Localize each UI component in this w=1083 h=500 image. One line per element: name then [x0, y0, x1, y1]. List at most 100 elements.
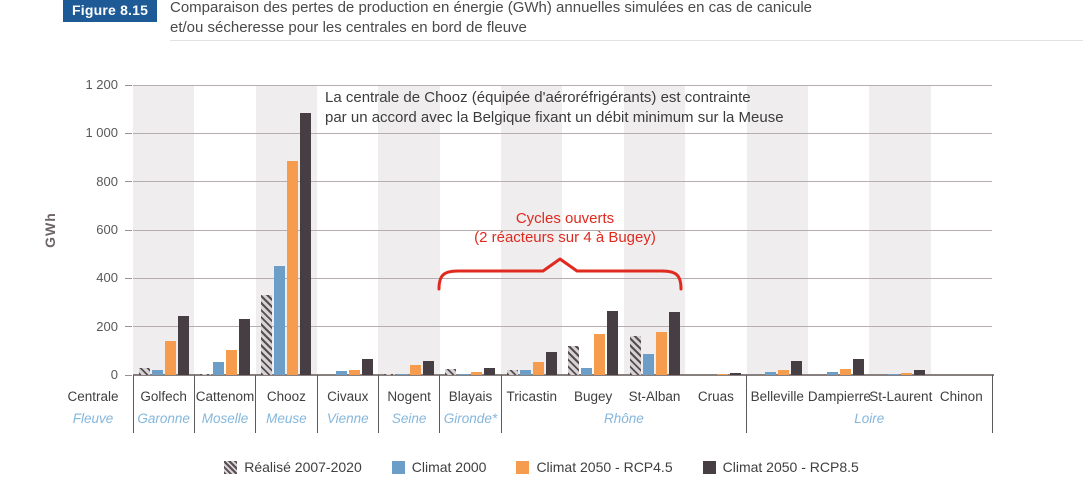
- river-label: Meuse: [266, 411, 307, 426]
- y-tick-label: 1 000: [85, 125, 118, 141]
- bar: [200, 373, 212, 375]
- legend-swatch-icon: [391, 460, 405, 474]
- annotation-chooz-line1: La centrale de Chooz (équipée d'aéroréfr…: [325, 89, 751, 106]
- legend-item: Climat 2050 - RCP8.5: [702, 459, 859, 475]
- y-tick-mark: [125, 277, 132, 279]
- river-group-label: Rhône: [603, 411, 644, 426]
- bar: [668, 311, 680, 375]
- bar: [484, 368, 496, 375]
- grid-line: [133, 326, 992, 328]
- plant-label: Golfech: [140, 389, 187, 404]
- river-label: Seine: [391, 411, 427, 426]
- y-tick-label: 400: [96, 270, 118, 286]
- bar: [348, 370, 360, 375]
- grid-line: [133, 229, 992, 231]
- bar: [655, 331, 667, 375]
- bar: [642, 354, 654, 375]
- legend-swatch-icon: [702, 460, 716, 474]
- title-divider: [170, 40, 1083, 41]
- annotation-cycles-line1: Cycles ouverts: [515, 210, 615, 227]
- river-label: Vienne: [326, 411, 369, 426]
- bar: [581, 368, 593, 375]
- bar: [226, 349, 238, 375]
- y-tick-label: 1 200: [85, 77, 118, 92]
- bar: [607, 310, 619, 375]
- annotation-chooz-line2: par un accord avec la Belgique fixant un…: [325, 109, 784, 126]
- bar: [213, 361, 225, 375]
- y-tick-mark: [125, 181, 132, 183]
- bar: [519, 370, 531, 375]
- y-tick-mark: [125, 132, 132, 134]
- river-label: Gironde*: [443, 411, 498, 426]
- column-separator: [439, 375, 441, 433]
- y-tick-mark: [125, 374, 132, 376]
- plant-label: St-Alban: [628, 389, 681, 404]
- plant-label: Cruas: [697, 389, 734, 404]
- chart-legend: Réalisé 2007-2020 Climat 2000 Climat 2050 …: [0, 459, 1083, 475]
- plant-label: Nogent: [387, 389, 431, 404]
- legend-label: Climat 2050 - RCP4.5: [536, 459, 673, 475]
- bar: [506, 370, 518, 375]
- bar: [300, 112, 312, 375]
- river-label: Garonne: [137, 411, 190, 426]
- grid-line: [133, 132, 992, 134]
- bar: [164, 341, 176, 375]
- column-separator: [132, 375, 134, 433]
- bar: [458, 373, 470, 375]
- grid-line: [133, 84, 992, 86]
- bar: [361, 359, 373, 375]
- legend-swatch-icon: [516, 460, 530, 474]
- figure-title: Comparaison des pertes de production en …: [170, 0, 812, 38]
- bar: [545, 352, 557, 375]
- grid-line: [133, 277, 992, 279]
- bar: [900, 373, 912, 375]
- bar: [852, 359, 864, 375]
- y-tick-label: 200: [96, 318, 118, 334]
- annotation-chooz: La centrale de Chooz (équipée d'aéroréfr…: [325, 88, 784, 128]
- bar: [729, 373, 741, 375]
- plant-label: Civaux: [327, 389, 369, 404]
- bar: [791, 360, 803, 375]
- river-label: Moselle: [201, 411, 249, 426]
- column-separator: [500, 375, 502, 433]
- plant-label: St-Laurent: [869, 389, 933, 404]
- bar: [274, 266, 286, 375]
- y-tick-mark: [125, 326, 132, 328]
- bar: [177, 315, 189, 375]
- plant-label: Chooz: [266, 389, 306, 404]
- legend-item: Climat 2000: [391, 459, 486, 475]
- bar: [335, 371, 347, 375]
- bar: [913, 370, 925, 375]
- river-group-label: Loire: [854, 411, 885, 426]
- bar: [839, 368, 851, 375]
- bar: [410, 365, 422, 375]
- bar: [138, 368, 150, 375]
- column-separator: [746, 375, 748, 433]
- bar: [261, 295, 273, 375]
- y-tick-mark: [125, 84, 132, 86]
- column-separator: [991, 375, 993, 433]
- plant-label: Cattenom: [195, 389, 255, 404]
- bar: [445, 369, 457, 375]
- bar: [778, 369, 790, 375]
- bar: [397, 373, 409, 375]
- bar: [287, 161, 299, 375]
- bar: [423, 360, 435, 375]
- x-axis-line: [133, 374, 994, 376]
- bar: [532, 361, 544, 375]
- figure-badge: Figure 8.15: [63, 0, 158, 22]
- plant-label: Belleville: [750, 389, 804, 404]
- bar: [239, 318, 251, 375]
- brace-icon: [437, 257, 683, 291]
- legend-swatch-icon: [224, 460, 238, 474]
- bar: [765, 372, 777, 375]
- plant-label: Blayais: [448, 389, 493, 404]
- legend-item: Climat 2050 - RCP4.5: [516, 459, 673, 475]
- bar: [594, 333, 606, 375]
- plant-label: Tricastin: [506, 389, 558, 404]
- annotation-cycles-line2: (2 réacteurs sur 4 à Bugey): [474, 229, 656, 246]
- bar: [887, 374, 899, 375]
- bar: [384, 374, 396, 375]
- plant-label: Chinon: [939, 389, 983, 404]
